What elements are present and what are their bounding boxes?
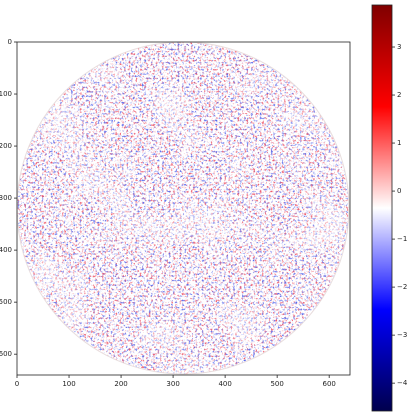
y-tick-label: 600 bbox=[0, 350, 12, 358]
colorbar-tick-label: 0 bbox=[397, 187, 401, 195]
colorbar-tick-label: 1 bbox=[397, 139, 401, 147]
x-tick-label: 100 bbox=[62, 380, 75, 388]
y-tick-label: 300 bbox=[0, 194, 12, 202]
y-tick-label: 200 bbox=[0, 142, 12, 150]
colorbar-tick-label: −1 bbox=[397, 235, 407, 243]
image bbox=[16, 41, 351, 376]
colorbar-tick-label: −2 bbox=[397, 283, 407, 291]
colorbar bbox=[371, 4, 393, 412]
colorbar-tick-label: 2 bbox=[397, 91, 401, 99]
x-tick-label: 600 bbox=[323, 380, 336, 388]
colorbar-tick-label: 3 bbox=[397, 43, 401, 51]
x-tick-label: 500 bbox=[270, 380, 283, 388]
y-tick-label: 500 bbox=[0, 298, 12, 306]
x-tick-label: 300 bbox=[166, 380, 179, 388]
y-tick-label: 0 bbox=[8, 38, 12, 46]
colorbar-tick-label: −3 bbox=[397, 331, 407, 339]
y-tick-label: 400 bbox=[0, 246, 12, 254]
y-tick-label: 100 bbox=[0, 90, 12, 98]
x-tick-label: 400 bbox=[218, 380, 231, 388]
x-tick-label: 0 bbox=[15, 380, 19, 388]
colorbar-tick-label: −4 bbox=[397, 379, 407, 387]
x-tick-label: 200 bbox=[114, 380, 127, 388]
